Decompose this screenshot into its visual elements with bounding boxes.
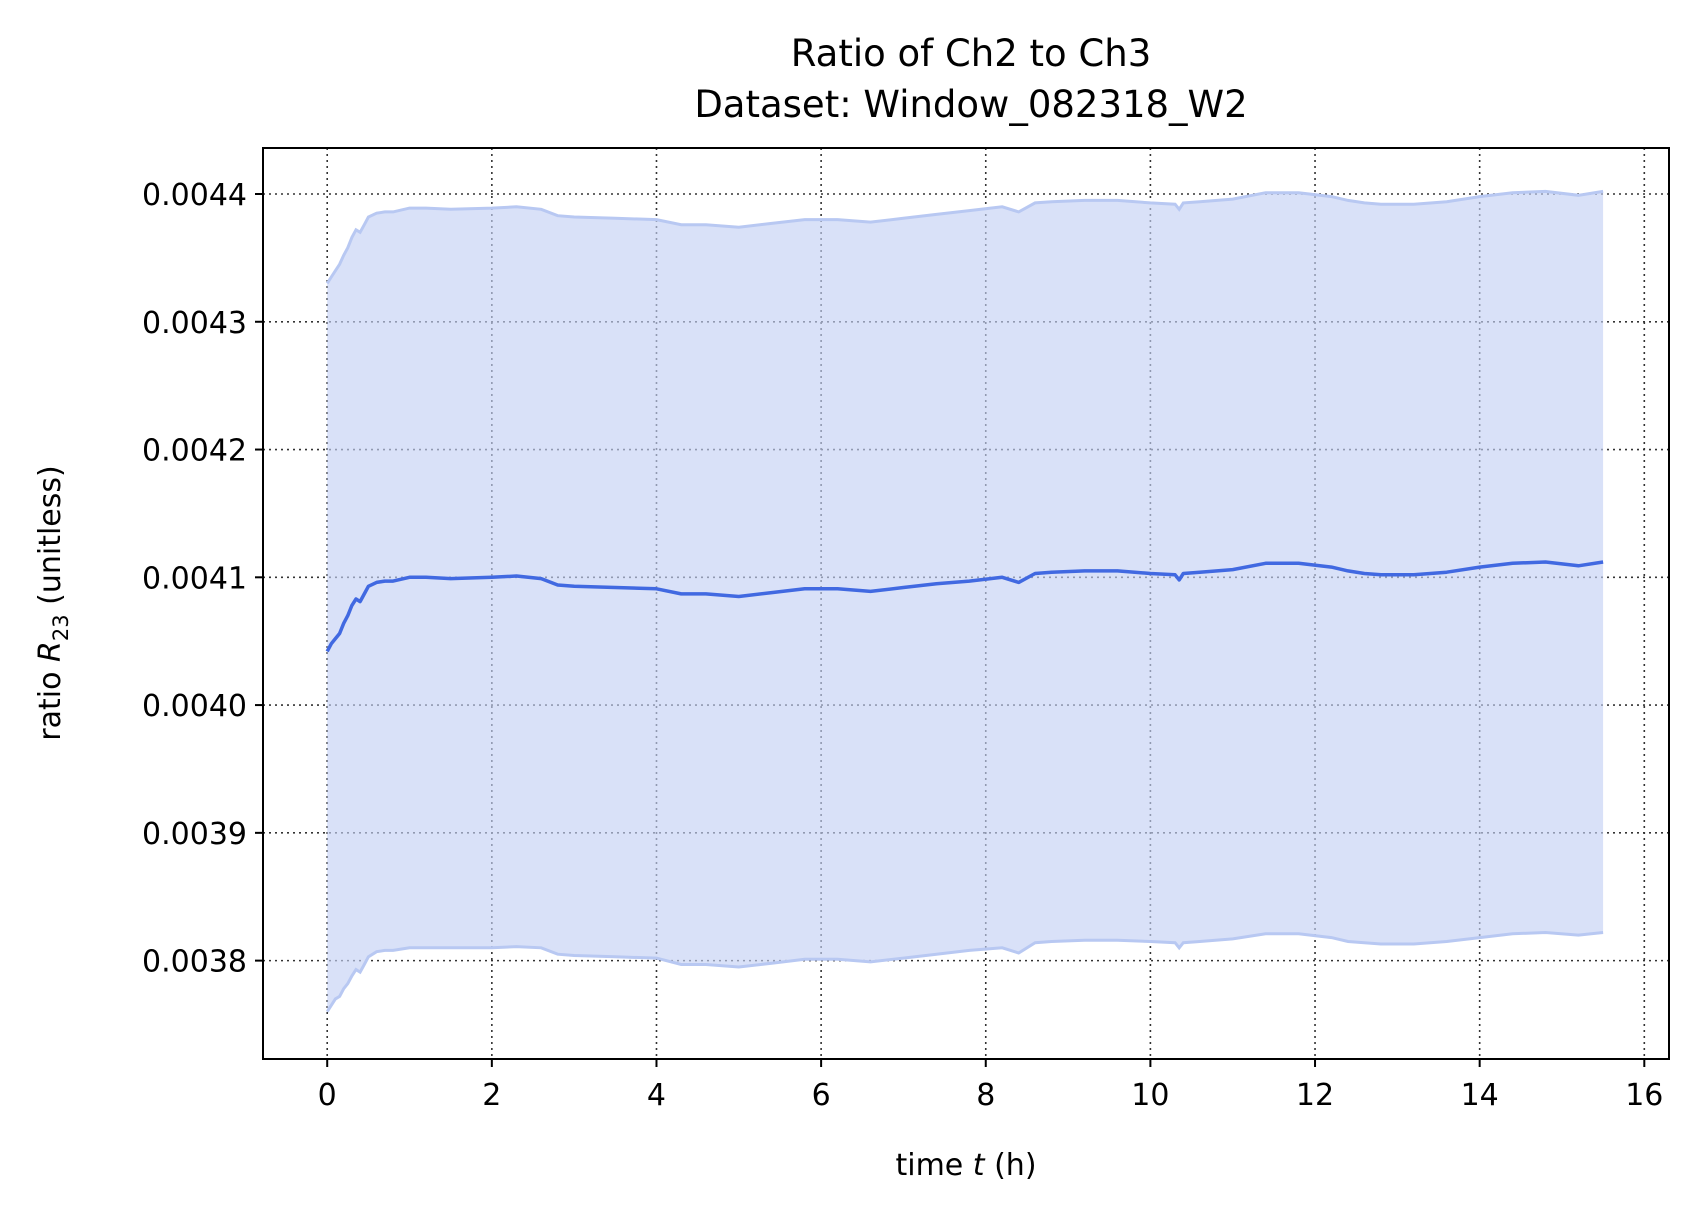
ratio-line — [325, 560, 1604, 653]
y-tick-label: 0.0038 — [142, 945, 247, 980]
y-tick-label: 0.0042 — [142, 434, 247, 469]
x-tick-label: 2 — [482, 1078, 501, 1113]
chart-subtitle: Dataset: Window_082318_W2 — [694, 83, 1247, 126]
x-tick-label: 0 — [318, 1078, 337, 1113]
x-tick-label: 10 — [1131, 1078, 1169, 1113]
y-tick-label: 0.0039 — [142, 817, 247, 852]
x-tick-label: 12 — [1296, 1078, 1334, 1113]
x-tick-label: 14 — [1461, 1078, 1499, 1113]
chart-title: Ratio of Ch2 to Ch3 — [791, 32, 1152, 75]
y-tick-label: 0.0044 — [142, 178, 247, 213]
x-tick-label: 16 — [1625, 1078, 1663, 1113]
uncertainty-band — [325, 189, 1604, 1013]
x-axis-ticks: 0 2 4 6 8 10 12 14 16 — [318, 1059, 1663, 1113]
y-tick-label: 0.0040 — [142, 689, 247, 724]
uncertainty-band-fill — [327, 191, 1604, 1012]
y-tick-label: 0.0041 — [142, 561, 247, 596]
x-tick-label: 6 — [812, 1078, 831, 1113]
x-tick-label: 8 — [976, 1078, 995, 1113]
y-axis-ticks: 0.0038 0.0039 0.0040 0.0041 0.0042 0.0043 0.00… — [142, 178, 263, 980]
y-tick-label: 0.0043 — [142, 306, 247, 341]
x-axis-label: time t (h) — [895, 1148, 1036, 1183]
lower-bound-line — [325, 930, 1604, 1013]
plot-frame — [262, 147, 1670, 1060]
y-axis-label: ratio R23 (unitless) — [33, 465, 73, 740]
ratio-series — [325, 560, 1604, 653]
upper-bound-line — [325, 189, 1604, 285]
x-tick-label: 4 — [647, 1078, 666, 1113]
